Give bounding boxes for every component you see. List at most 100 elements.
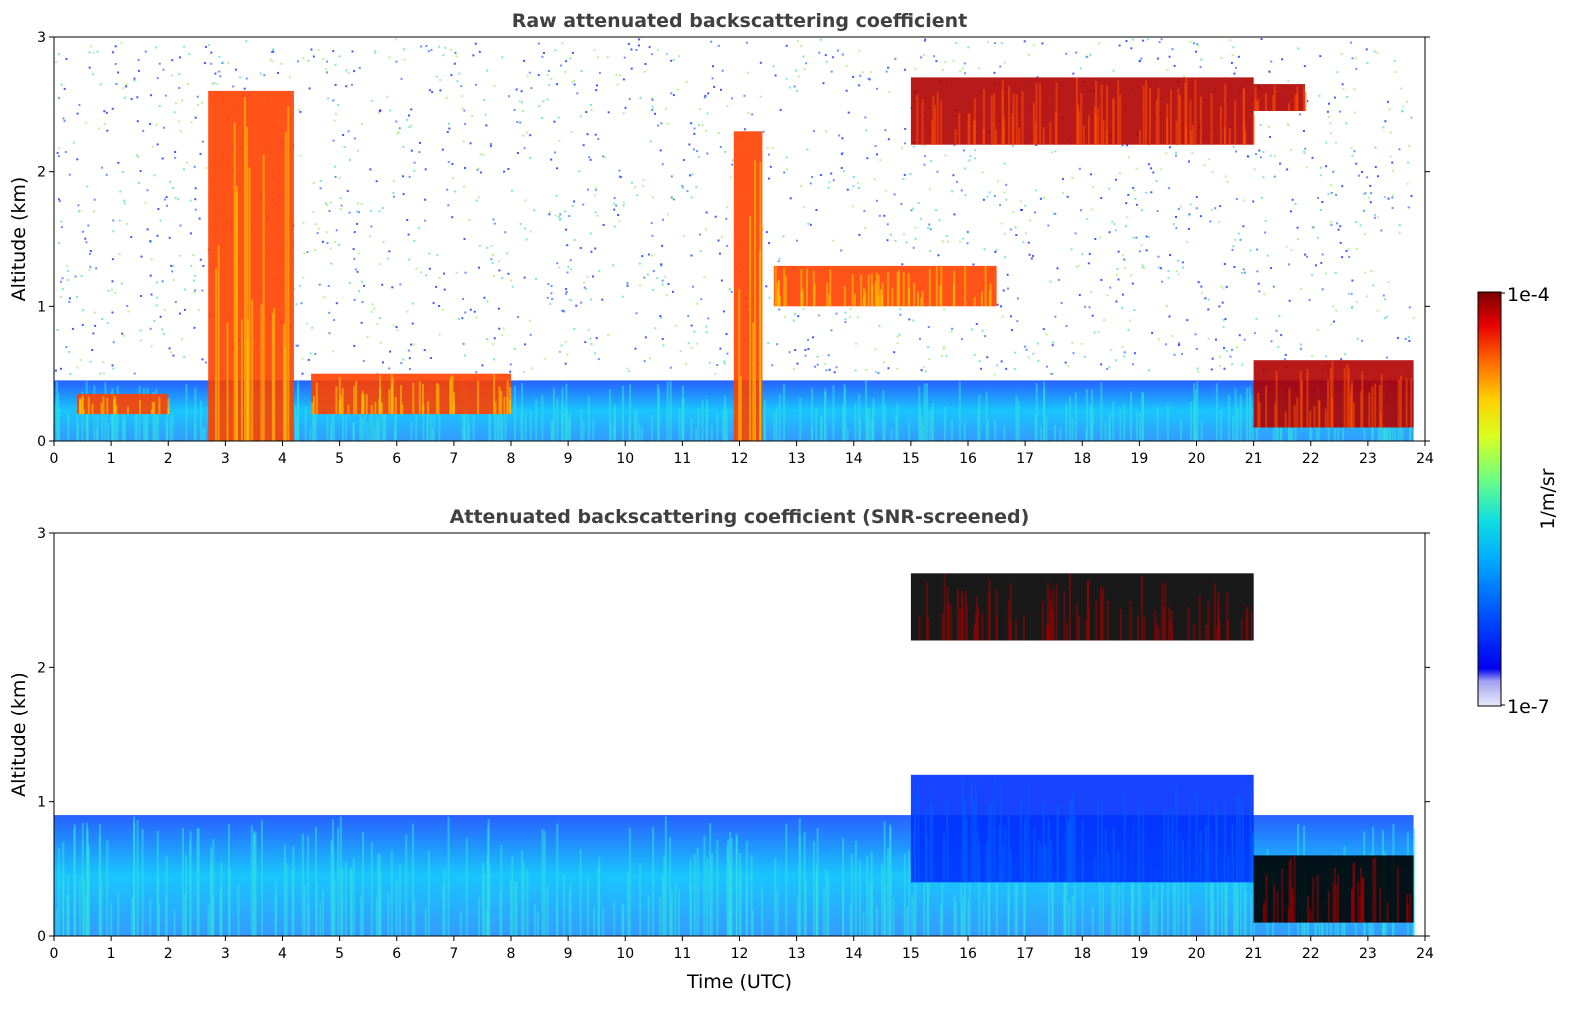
noise-pixel (1083, 355, 1086, 358)
layer-texture (210, 862, 213, 936)
noise-pixel (1197, 44, 1200, 47)
noise-pixel (133, 79, 136, 82)
noise-pixel (656, 197, 659, 200)
noise-pixel (887, 138, 890, 141)
noise-pixel (594, 349, 597, 352)
layer-texture (285, 862, 288, 936)
noise-pixel (708, 239, 711, 242)
noise-pixel (1340, 358, 1343, 361)
layer-residual-layer (910, 774, 1254, 883)
noise-pixel (651, 196, 654, 199)
noise-pixel (963, 62, 966, 65)
noise-pixel (1145, 235, 1148, 238)
noise-pixel (188, 53, 191, 56)
noise-pixel (161, 328, 164, 331)
noise-pixel (824, 103, 827, 106)
layer-texture (1288, 861, 1291, 923)
layer-texture (1143, 616, 1146, 641)
layer-texture (832, 385, 835, 441)
noise-pixel (650, 222, 653, 225)
noise-pixel (982, 198, 985, 201)
layer-texture (1304, 91, 1307, 111)
noise-pixel (570, 268, 573, 271)
layer-texture (1380, 373, 1383, 428)
layer-texture (254, 832, 257, 936)
noise-pixel (726, 352, 729, 355)
noise-pixel (478, 196, 481, 199)
layer-texture (113, 408, 116, 441)
noise-pixel (793, 85, 796, 88)
layer-texture (1150, 901, 1153, 936)
noise-pixel (439, 163, 442, 166)
noise-pixel (111, 364, 114, 367)
noise-pixel (912, 246, 915, 249)
noise-pixel (556, 167, 559, 170)
layer-texture (171, 412, 174, 441)
layer-texture (784, 276, 787, 307)
noise-pixel (768, 242, 771, 245)
noise-pixel (779, 108, 782, 111)
layer-texture (359, 407, 362, 441)
layer-texture (1294, 94, 1297, 112)
noise-pixel (543, 357, 546, 360)
layer-texture (842, 838, 844, 936)
layer-texture (459, 910, 462, 936)
noise-pixel (513, 59, 516, 62)
noise-pixel (178, 71, 181, 74)
noise-pixel (453, 62, 456, 65)
noise-pixel (1016, 297, 1019, 300)
noise-pixel (1391, 207, 1394, 209)
noise-pixel (214, 72, 217, 75)
noise-pixel (914, 237, 917, 240)
noise-pixel (850, 232, 853, 235)
noise-pixel (1165, 152, 1168, 155)
noise-pixel (692, 192, 695, 195)
layer-vertical-streaks (208, 90, 294, 441)
noise-pixel (1112, 69, 1115, 72)
noise-pixel (112, 230, 115, 233)
noise-pixel (634, 347, 637, 350)
noise-pixel (851, 205, 854, 208)
noise-pixel (813, 130, 815, 133)
noise-pixel (1078, 264, 1081, 267)
noise-pixel (1189, 203, 1192, 206)
layer-texture (313, 396, 315, 415)
noise-pixel (626, 284, 629, 287)
noise-pixel (1171, 364, 1174, 367)
noise-pixel (941, 354, 944, 357)
noise-pixel (1114, 229, 1117, 232)
noise-pixel (339, 197, 342, 200)
layer-texture (1167, 810, 1170, 883)
noise-pixel (541, 306, 544, 309)
noise-pixel (935, 60, 938, 63)
noise-pixel (420, 45, 423, 48)
noise-pixel (1035, 144, 1038, 146)
layer-texture (465, 838, 468, 936)
noise-pixel (463, 238, 466, 240)
layer-texture (1309, 909, 1312, 923)
noise-pixel (550, 285, 553, 287)
noise-pixel (1096, 369, 1099, 372)
noise-pixel (547, 70, 550, 72)
layer-texture (982, 899, 985, 936)
layer-texture (931, 804, 934, 883)
layer-texture (106, 397, 109, 414)
layer-texture (1250, 893, 1253, 936)
layer-texture (1001, 844, 1004, 883)
x-tick-label: 18 (1073, 451, 1091, 467)
heatmap-panel-1: 0 1 2 3 4 5 6 7 8 9 10 11 12 13 14 15 16 17 18 19 20 21 22 23 24… (8, 10, 1434, 467)
noise-pixel (619, 142, 622, 145)
layer-texture (427, 850, 430, 936)
noise-pixel (770, 310, 773, 313)
noise-pixel (455, 271, 458, 274)
noise-pixel (481, 364, 484, 367)
layer-texture (283, 845, 286, 936)
noise-pixel (531, 367, 534, 370)
noise-pixel (377, 231, 379, 234)
layer-texture (117, 891, 120, 936)
x-tick-label: 7 (449, 451, 458, 467)
layer-texture (361, 394, 364, 415)
layer-texture (1265, 873, 1268, 923)
noise-pixel (1325, 141, 1328, 144)
layer-texture (91, 403, 94, 415)
